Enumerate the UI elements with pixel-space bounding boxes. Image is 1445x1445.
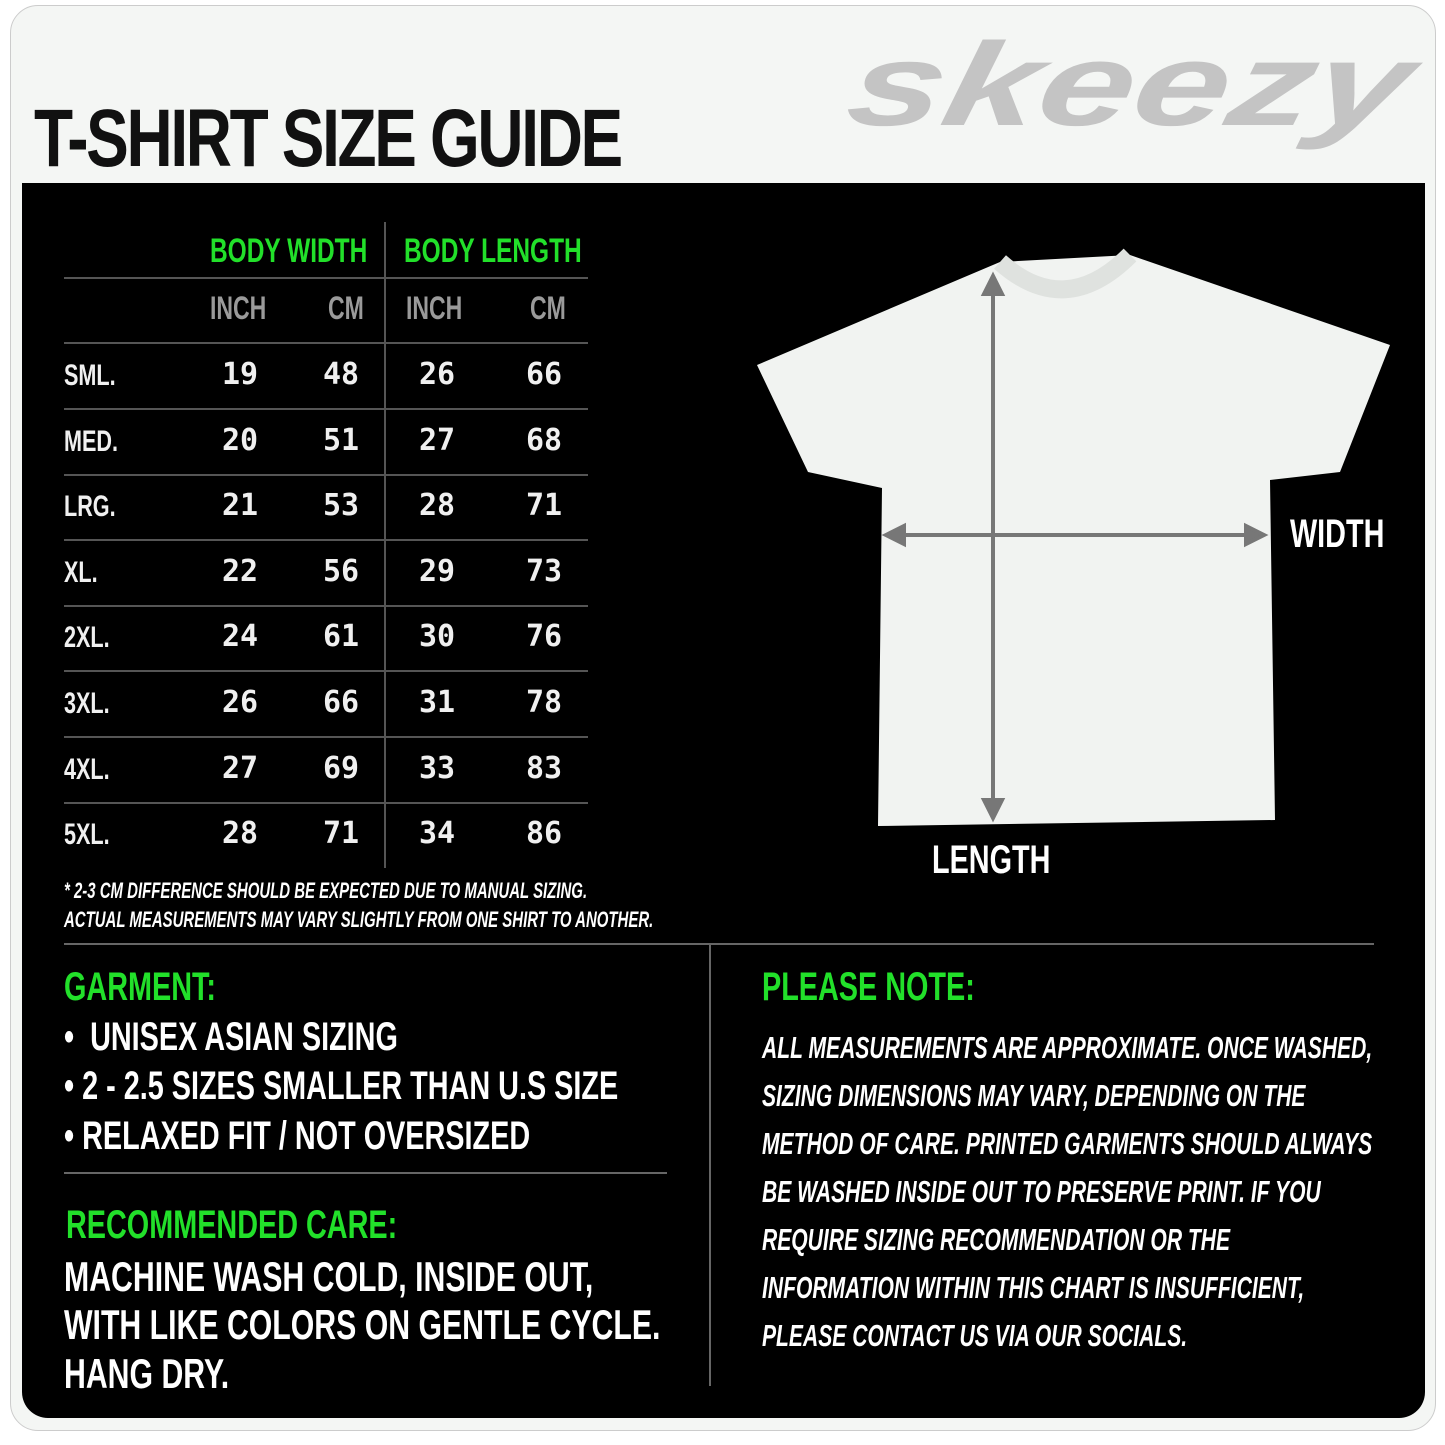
size-label: MED. [64, 424, 118, 458]
measurement-cell: 71 [322, 816, 360, 852]
garment-bullet: • UNISEX ASIAN SIZING [64, 1015, 398, 1059]
size-label: 5XL. [64, 818, 110, 852]
measurement-cell: 27 [418, 422, 456, 458]
tshirt-diagram [757, 248, 1390, 826]
note-line: ALL MEASUREMENTS ARE APPROXIMATE. ONCE W… [762, 1030, 1373, 1065]
row-divider [64, 473, 588, 476]
divider [64, 342, 588, 344]
measurement-cell: 21 [221, 488, 259, 524]
measurement-cell: 30 [418, 619, 456, 655]
measurement-cell: 76 [525, 619, 563, 655]
page-title: T-SHIRT SIZE GUIDE [34, 93, 623, 184]
size-label: 2XL. [64, 621, 110, 655]
measurement-cell: 26 [221, 685, 259, 720]
divider [64, 1172, 667, 1174]
measurement-cell: 61 [322, 619, 360, 655]
row-divider [64, 736, 588, 738]
divider [64, 277, 588, 279]
size-label: SML. [64, 359, 116, 392]
measurement-cell: 31 [418, 685, 456, 720]
unit-cm-length: CM [530, 290, 566, 326]
row-divider [64, 801, 588, 804]
measurement-cell: 56 [322, 553, 360, 589]
note-line: REQUIRE SIZING RECOMMENDATION OR THE [762, 1222, 1231, 1257]
measurement-cell: 26 [418, 357, 456, 392]
size-label: 4XL. [64, 752, 110, 786]
measurement-cell: 83 [525, 750, 563, 786]
measurement-cell: 51 [322, 422, 360, 458]
measurement-cell: 71 [525, 488, 563, 524]
garment-heading: GARMENT: [64, 965, 216, 1009]
measurement-cell: 69 [322, 750, 360, 786]
unit-inch-width: INCH [210, 290, 267, 326]
care-line: WITH LIKE COLORS ON GENTLE CYCLE. [64, 1301, 661, 1348]
brand-logo: skeezy [835, 19, 1433, 175]
column-divider [384, 222, 386, 868]
section-divider [64, 943, 1374, 945]
measurement-cell: 78 [525, 685, 563, 720]
measurement-cell: 34 [418, 816, 456, 852]
unit-inch-length: INCH [406, 290, 463, 326]
footnote-1: * 2-3 CM DIFFERENCE SHOULD BE EXPECTED D… [64, 878, 588, 903]
measurement-cell: 29 [418, 553, 456, 589]
garment-bullet: • 2 - 2.5 SIZES SMALLER THAN U.S SIZE [64, 1064, 619, 1108]
measurement-cell: 19 [221, 357, 259, 392]
row-divider [64, 408, 588, 410]
size-label: XL. [64, 555, 98, 589]
row-divider [64, 539, 588, 542]
note-line: BE WASHED INSIDE OUT TO PRESERVE PRINT. … [762, 1174, 1321, 1209]
measurement-cell: 68 [525, 422, 563, 458]
measurement-cell: 20 [221, 422, 259, 458]
measurement-cell: 27 [221, 750, 259, 786]
note-line: METHOD OF CARE. PRINTED GARMENTS SHOULD … [762, 1126, 1373, 1161]
measurement-cell: 53 [322, 488, 360, 524]
tshirt-collar [994, 248, 1137, 299]
width-label: WIDTH [1290, 512, 1385, 556]
measurement-cell: 28 [221, 816, 259, 852]
length-arrow [980, 271, 1006, 823]
note-line: PLEASE CONTACT US VIA OUR SOCIALS. [762, 1318, 1188, 1353]
care-line: HANG DRY. [64, 1350, 230, 1397]
row-divider [64, 604, 588, 607]
measurement-cell: 22 [221, 553, 259, 589]
header-body-width: BODY WIDTH [210, 232, 368, 270]
brand-logo-graphic: skeezy [837, 19, 1433, 151]
care-line: MACHINE WASH COLD, INSIDE OUT, [64, 1253, 594, 1300]
measurement-cell: 33 [418, 750, 456, 786]
measurement-cell: 24 [221, 619, 259, 655]
section-divider-vertical [709, 944, 711, 1386]
measurement-cell: 66 [322, 685, 360, 720]
length-label: LENGTH [932, 838, 1051, 882]
note-line: SIZING DIMENSIONS MAY VARY, DEPENDING ON… [762, 1078, 1306, 1113]
tshirt-shape [757, 255, 1390, 826]
size-label: LRG. [64, 490, 116, 524]
measurement-cell: 28 [418, 488, 456, 524]
row-divider [64, 670, 588, 673]
svg-text:skeezy: skeezy [837, 20, 1425, 151]
measurement-cell: 48 [322, 357, 360, 392]
footnote-2: ACTUAL MEASUREMENTS MAY VARY SLIGHTLY FR… [64, 907, 654, 932]
measurement-cell: 86 [525, 816, 563, 852]
width-arrow [881, 522, 1269, 548]
header-body-length: BODY LENGTH [404, 232, 582, 270]
measurement-cell: 66 [525, 357, 563, 392]
size-label: 3XL. [64, 687, 110, 720]
note-heading: PLEASE NOTE: [762, 965, 975, 1009]
care-heading: RECOMMENDED CARE: [66, 1203, 398, 1247]
measurement-cell: 73 [525, 553, 563, 589]
note-line: INFORMATION WITHIN THIS CHART IS INSUFFI… [762, 1270, 1305, 1305]
unit-cm-width: CM [328, 290, 364, 326]
garment-bullet: • RELAXED FIT / NOT OVERSIZED [64, 1114, 531, 1158]
